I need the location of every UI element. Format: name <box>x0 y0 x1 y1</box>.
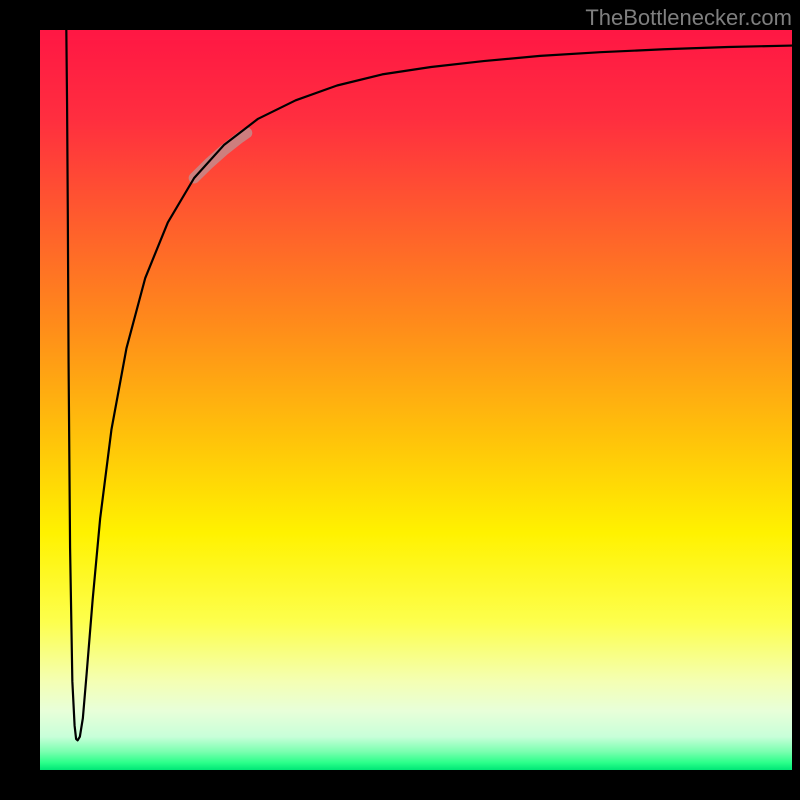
gradient-background <box>40 30 792 770</box>
chart-svg <box>40 30 792 770</box>
outer-frame: TheBottlenecker.com <box>0 0 800 800</box>
watermark-text: TheBottlenecker.com <box>585 5 792 31</box>
plot-area <box>40 30 792 770</box>
